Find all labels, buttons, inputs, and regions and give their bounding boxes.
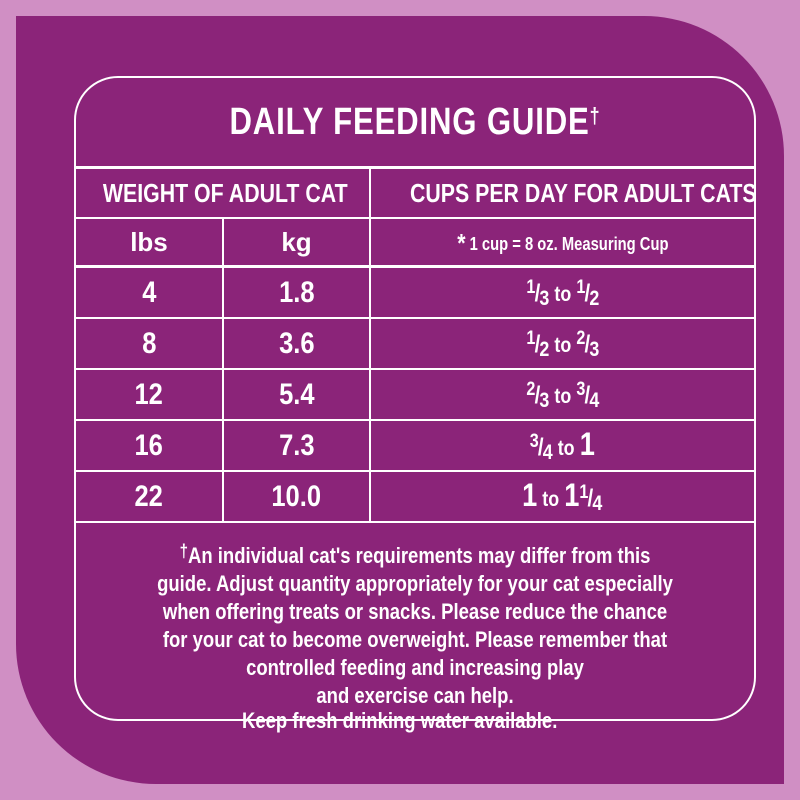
cell-cups: 1/2 to 2/3	[369, 317, 754, 370]
cell-kg: 1.8	[222, 265, 371, 319]
disclaimer-line: when offering treats or snacks. Please r…	[162, 599, 668, 624]
column-lbs: lbs	[76, 217, 224, 268]
feeding-guide-box: DAILY FEEDING GUIDE † WEIGHT OF ADULT CAT…	[74, 76, 756, 721]
cell-kg: 10.0	[222, 470, 371, 523]
title-text: DAILY FEEDING GUIDE	[229, 100, 590, 143]
table-row: 12 5.4 2/3 to 3/4	[76, 368, 754, 421]
disclaimer-line: controlled feeding and increasing play	[246, 655, 584, 680]
cell-kg: 5.4	[222, 368, 371, 421]
table-subheader-row: lbs kg * 1 cup = 8 oz. Measuring Cup	[76, 217, 754, 268]
water-note: Keep fresh drinking water available.	[242, 708, 558, 733]
header-weight: WEIGHT OF ADULT CAT	[76, 166, 371, 219]
cell-kg: 3.6	[222, 317, 371, 370]
cell-lbs: 22	[76, 470, 224, 523]
table-header-row: WEIGHT OF ADULT CAT CUPS PER DAY FOR ADU…	[76, 166, 754, 219]
cell-cups: 1 to 11/4	[369, 470, 754, 523]
cell-lbs: 8	[76, 317, 224, 370]
cup-note: * 1 cup = 8 oz. Measuring Cup	[369, 217, 754, 268]
cell-lbs: 4	[76, 265, 224, 319]
cell-cups: 3/4 to 1	[369, 419, 754, 472]
dagger-mark: †	[589, 103, 601, 128]
disclaimer-line: guide. Adjust quantity appropriately for…	[157, 571, 673, 596]
feeding-guide-panel: DAILY FEEDING GUIDE † WEIGHT OF ADULT CAT…	[16, 16, 784, 784]
disclaimer-line: and exercise can help.	[316, 683, 514, 708]
table-row: 4 1.8 1/3 to 1/2	[76, 265, 754, 319]
cell-lbs: 16	[76, 419, 224, 472]
cell-cups: 2/3 to 3/4	[369, 368, 754, 421]
disclaimer: †An individual cat's requirements may di…	[76, 523, 754, 710]
table-row: 22 10.0 1 to 11/4	[76, 470, 754, 523]
table-row: 16 7.3 3/4 to 1	[76, 419, 754, 472]
cell-cups: 1/3 to 1/2	[369, 265, 754, 319]
table-row: 8 3.6 1/2 to 2/3	[76, 317, 754, 370]
column-kg: kg	[222, 217, 371, 268]
page-title: DAILY FEEDING GUIDE †	[137, 78, 693, 166]
header-cups: CUPS PER DAY FOR ADULT CATS*	[369, 166, 754, 219]
cell-kg: 7.3	[222, 419, 371, 472]
disclaimer-line: †An individual cat's requirements may di…	[179, 541, 651, 568]
asterisk-mark: *	[456, 227, 466, 258]
disclaimer-line: for your cat to become overweight. Pleas…	[162, 627, 668, 652]
cell-lbs: 12	[76, 368, 224, 421]
feeding-table: WEIGHT OF ADULT CAT CUPS PER DAY FOR ADU…	[76, 166, 754, 523]
